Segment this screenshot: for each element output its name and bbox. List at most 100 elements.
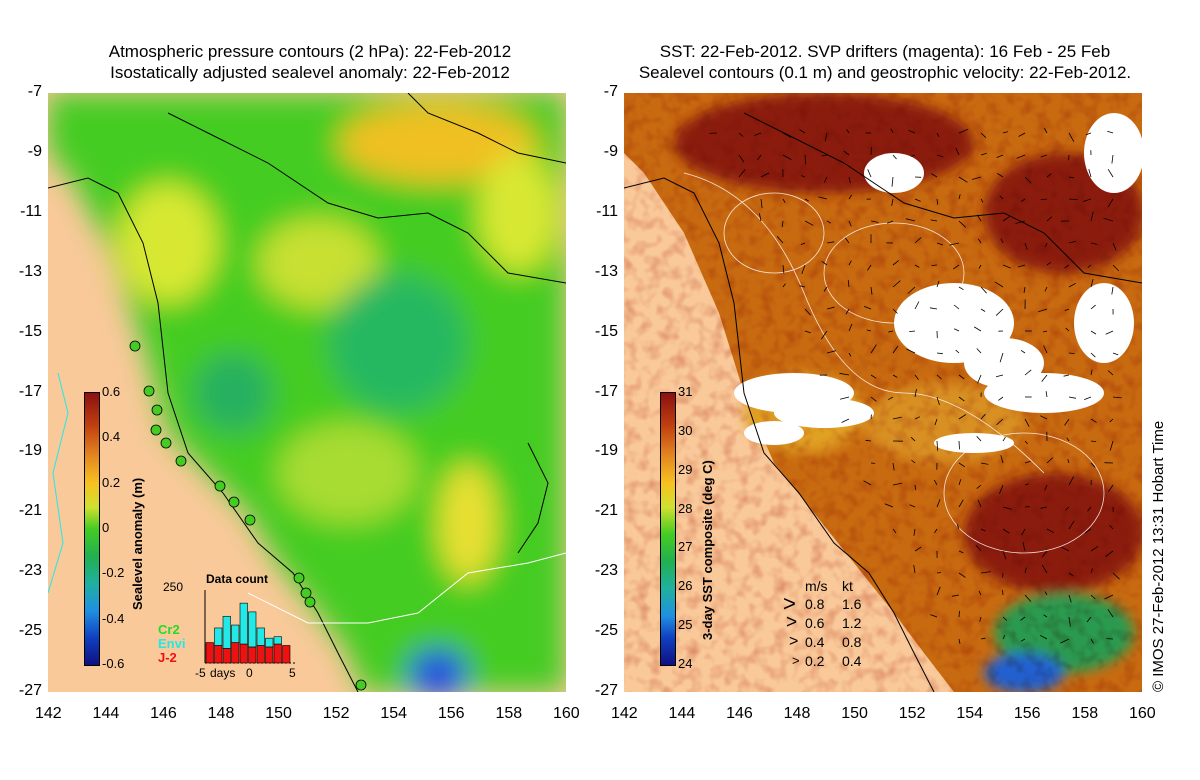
velocity-vector: [804, 198, 809, 202]
velocity-vector: [914, 198, 921, 202]
velocity-vector: [821, 260, 828, 266]
velocity-vector: [980, 571, 991, 574]
velocity-vector: [776, 236, 784, 244]
velocity-vector: [977, 238, 982, 244]
velocity-vector: [848, 176, 851, 184]
velocity-vector: [782, 132, 792, 138]
velocity-vector: [782, 283, 786, 288]
lat-tick: -27: [594, 682, 618, 699]
velocity-vector: [892, 462, 895, 471]
data-count-title: Data count: [206, 572, 269, 586]
velocity-vector: [1068, 282, 1076, 288]
velocity-vector: [1112, 242, 1117, 251]
velocity-vector: [823, 176, 828, 183]
velocity-vector: [996, 173, 1004, 178]
lon-tick: 160: [1129, 705, 1156, 722]
velocity-vector: [958, 479, 962, 486]
velocity-arrow-icon: >: [789, 633, 799, 650]
velocity-vector: [980, 152, 987, 156]
velocity-vector: [1090, 440, 1097, 442]
velocity-vector: [975, 544, 982, 552]
velocity-vector: [1000, 238, 1004, 244]
velocity-vector: [1022, 541, 1026, 552]
count-bar-j2: [273, 643, 282, 664]
velocity-vector: [980, 286, 987, 294]
velocity-vector: [980, 413, 986, 420]
lon-tick: 146: [150, 705, 177, 722]
velocity-vector: [1040, 198, 1048, 201]
velocity-vector: [909, 330, 916, 332]
velocity-vector: [1002, 436, 1006, 442]
velocity-vector: [870, 220, 879, 223]
velocity-vector: [892, 482, 903, 486]
velocity-vector: [1090, 330, 1097, 335]
sst-colorbar-label: 3-day SST composite (deg C): [700, 460, 715, 640]
left-title-line1: Atmospheric pressure contours (2 hPa): 2…: [108, 42, 512, 61]
count-bar-j2: [222, 648, 231, 664]
velocity-vector: [958, 194, 961, 200]
velocity-vector: [738, 169, 746, 178]
velocity-vector: [1090, 278, 1094, 288]
velocity-legend-ms: 0.8: [805, 596, 825, 612]
colorbar-tick: 28: [678, 500, 693, 516]
velocity-vector: [936, 242, 944, 246]
velocity-vector: [1084, 528, 1092, 534]
velocity-vector: [1107, 130, 1114, 134]
velocity-vector: [1086, 616, 1092, 623]
count-bar-envi: [273, 636, 282, 645]
colorbar-tick: -0.4: [102, 610, 125, 626]
velocity-vector: [1107, 609, 1114, 618]
velocity-legend-kt: 1.6: [842, 596, 862, 612]
velocity-vector: [892, 260, 900, 266]
velocity-vector: [976, 348, 982, 354]
count-bar-j2: [256, 645, 265, 664]
velocity-vector: [1088, 168, 1092, 178]
velocity-vector: [870, 396, 877, 402]
velocity-vector: [1087, 506, 1092, 512]
velocity-vector: [1082, 198, 1092, 202]
velocity-vector: [1020, 616, 1026, 621]
velocity-vector: [760, 172, 770, 178]
velocity-vector: [1111, 286, 1114, 295]
lon-tick: 142: [611, 705, 638, 722]
velocity-vector: [1020, 638, 1026, 642]
velocity-vector: [958, 286, 964, 291]
right-title-line1: SST: 22-Feb-2012. SVP drifters (magenta)…: [659, 42, 1111, 61]
velocity-vector: [1090, 462, 1096, 468]
lon-tick: 148: [783, 705, 811, 722]
lon-tick: 158: [495, 705, 523, 722]
velocity-vector: [870, 374, 877, 379]
velocity-vector: [934, 418, 938, 426]
velocity-vector: [952, 264, 960, 270]
velocity-vector: [843, 150, 850, 156]
velocity-vector: [980, 528, 986, 532]
velocity-vector: [1090, 638, 1094, 644]
velocity-legend-kt: 1.2: [842, 615, 862, 631]
lat-tick: -21: [594, 502, 618, 520]
velocity-vector: [980, 132, 987, 138]
lat-tick: -13: [594, 262, 618, 280]
colorbar-tick: 0.4: [102, 429, 121, 445]
velocity-vector: [848, 260, 852, 266]
velocity-vector: [1068, 132, 1075, 142]
velocity-vector: [1002, 528, 1010, 534]
count-bar-envi: [239, 602, 248, 645]
colorbar-tick: -0.6: [102, 656, 125, 671]
velocity-vector: [995, 308, 1004, 316]
velocity-arrow-icon: >: [792, 653, 800, 668]
velocity-vector: [958, 550, 964, 554]
lon-tick: 156: [1013, 705, 1041, 722]
velocity-vector: [804, 308, 811, 316]
velocity-vector: [1043, 614, 1048, 618]
satellite-legend-cr2: Cr2: [158, 622, 180, 637]
velocity-vector: [1107, 198, 1114, 208]
velocity-vector: [799, 285, 806, 288]
velocity-vector: [1090, 242, 1098, 245]
velocity-vector: [1024, 369, 1032, 376]
lon-tick: 150: [265, 705, 292, 722]
velocity-vector: [936, 352, 943, 355]
velocity-vector: [821, 330, 828, 340]
velocity-vector: [826, 220, 832, 224]
count-bar-envi: [222, 615, 231, 649]
velocity-vector: [1041, 564, 1048, 574]
